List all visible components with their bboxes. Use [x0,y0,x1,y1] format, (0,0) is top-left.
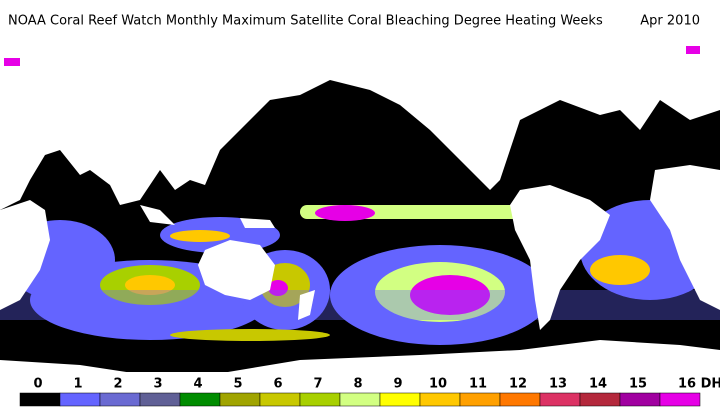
legend-swatch [459,392,501,407]
legend-label: 1 [73,377,82,392]
legend-swatch [619,392,661,407]
legend-swatch [539,392,581,407]
legend-swatch [139,392,181,407]
legend-swatch [339,392,381,407]
legend-label: 8 [353,377,362,392]
legend-label: 9 [393,377,402,392]
date: Apr 2010 [640,14,700,29]
legend-swatch [99,392,141,407]
legend-label: 6 [273,377,282,392]
legend-label: 5 [233,377,242,392]
legend-label: 3 [153,377,162,392]
legend-swatch [419,392,461,407]
legend-swatch [379,392,421,407]
legend-label: 16 DHW [678,377,720,392]
legend-swatch [259,392,301,407]
legend-swatch [579,392,621,407]
legend-label: 14 [589,377,607,392]
legend-label: 13 [549,377,567,392]
legend-label: 4 [193,377,202,392]
legend-label: 12 [509,377,527,392]
legend-label: 15 [629,377,647,392]
legend-swatch [59,392,101,407]
legend-label: 7 [313,377,322,392]
legend-swatch [659,392,701,407]
legend-label: 0 [33,377,42,392]
legend-swatch [299,392,341,407]
legend-swatch [179,392,221,407]
legend-label: 11 [469,377,487,392]
land [0,40,720,380]
heat-patch [686,46,700,54]
heat-patch [4,58,20,66]
legend-swatch [499,392,541,407]
legend-swatch [19,392,61,407]
legend-swatch [219,392,261,407]
map [0,40,720,380]
legend-label: 2 [113,377,122,392]
legend-label: 10 [429,377,447,392]
title: NOAA Coral Reef Watch Monthly Maximum Sa… [8,14,603,29]
